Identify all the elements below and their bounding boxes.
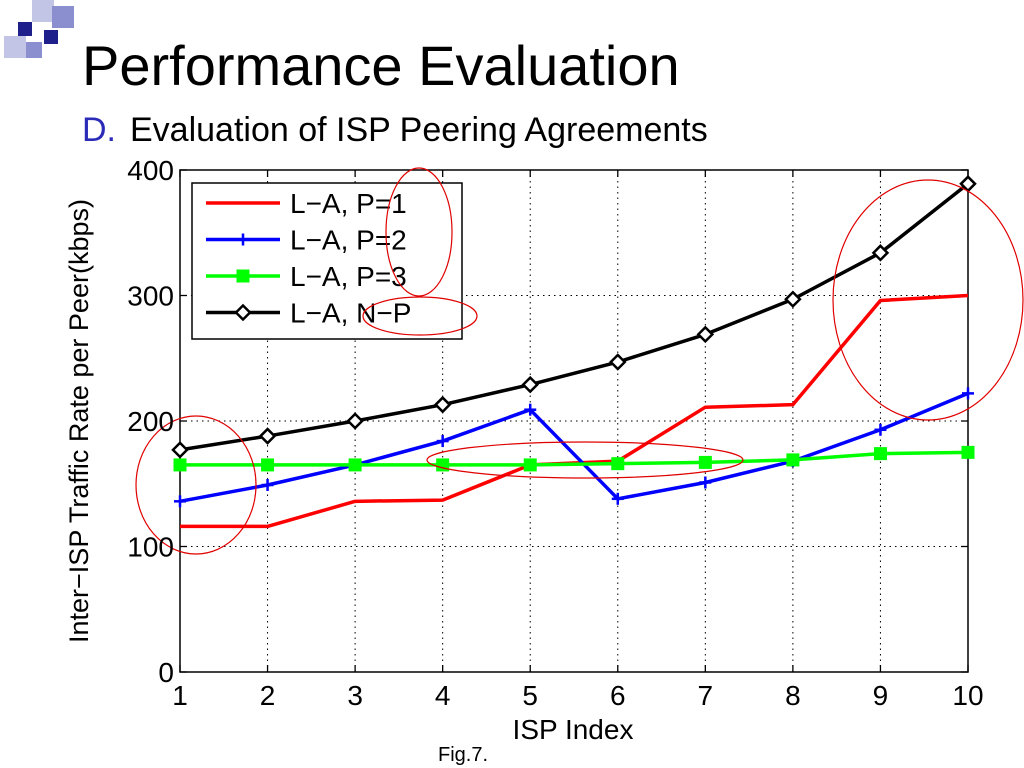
annotation-ellipse-5	[362, 296, 478, 336]
x-tick-label: 4	[435, 680, 451, 711]
data-point-square	[261, 458, 275, 472]
series-2	[174, 387, 974, 508]
series-3	[173, 445, 975, 472]
data-point-square	[348, 458, 362, 472]
data-point-plus	[174, 495, 186, 508]
data-point-square	[961, 445, 975, 459]
corner-square-light-2	[4, 36, 26, 58]
data-point-diamond	[433, 395, 452, 414]
data-point-diamond	[234, 303, 252, 322]
x-tick-label: 10	[952, 680, 983, 711]
series-line	[179, 182, 970, 452]
x-tick-label: 2	[260, 680, 276, 711]
data-point-square	[611, 457, 625, 471]
annotation-ellipse-3	[832, 179, 1024, 421]
data-point-plus	[261, 479, 274, 492]
slide-subtitle: D. Evaluation of ISP Peering Agreements	[82, 113, 708, 147]
y-axis-label: Inter−ISP Traffic Rate per Peer(kbps)	[64, 199, 94, 643]
x-tick-label: 8	[785, 680, 801, 711]
corner-square-dark-1	[18, 22, 32, 36]
y-tick-label: 100	[127, 532, 174, 563]
data-point-plus	[237, 233, 249, 246]
annotation-ellipses	[135, 167, 1024, 555]
x-tick-label: 7	[698, 680, 714, 711]
corner-square-light-1	[32, 0, 54, 22]
corner-square-dark-2	[44, 30, 58, 44]
data-point-plus	[524, 403, 537, 416]
legend-label: L−A, P=2	[290, 225, 407, 256]
tick-marks	[179, 169, 969, 673]
data-point-diamond	[871, 244, 890, 262]
legend-label: L−A, N−P	[290, 298, 411, 329]
legend: L−A, P=1L−A, P=2L−A, P=3L−A, N−P	[191, 182, 463, 340]
data-point-square	[873, 447, 887, 461]
subtitle-marker: D.	[82, 111, 116, 149]
series-4	[171, 175, 977, 459]
annotation-ellipse-2	[426, 441, 744, 479]
x-tick-label: 3	[347, 680, 363, 711]
data-point-square	[173, 458, 187, 472]
x-tick-label: 6	[610, 680, 626, 711]
y-tick-label: 200	[127, 406, 174, 437]
data-point-diamond	[521, 375, 539, 394]
subtitle-text: Evaluation of ISP Peering Agreements	[130, 111, 708, 149]
data-point-diamond	[171, 441, 189, 459]
data-point-plus	[874, 423, 887, 436]
x-axis-label: ISP Index	[513, 714, 634, 745]
data-point-diamond	[784, 290, 802, 309]
data-point-diamond	[609, 353, 627, 371]
x-tick-label: 1	[172, 680, 188, 711]
series-line	[179, 391, 969, 504]
x-tick-label: 9	[873, 680, 889, 711]
data-point-plus	[699, 476, 712, 489]
figure-caption: Fig.7.	[438, 744, 489, 766]
data-point-square	[236, 269, 250, 283]
y-tick-label: 300	[127, 281, 174, 312]
annotation-ellipse-1	[135, 415, 257, 555]
annotation-ellipse-4	[385, 167, 453, 297]
data-point-diamond	[258, 427, 277, 445]
data-point-square	[698, 455, 712, 469]
data-point-plus	[611, 492, 624, 505]
y-tick-label: 400	[127, 155, 174, 186]
data-point-plus	[962, 387, 974, 400]
legend-label: L−A, P=3	[290, 261, 407, 292]
corner-square-mid-1	[52, 6, 74, 28]
data-point-diamond	[346, 412, 364, 430]
series-line	[180, 450, 969, 467]
data-point-square	[436, 458, 450, 472]
data-point-plus	[436, 435, 449, 448]
data-point-square	[523, 458, 537, 472]
corner-square-mid-2	[26, 42, 42, 58]
y-tick-label: 0	[158, 657, 174, 688]
data-point-square	[786, 453, 800, 467]
x-tick-label: 5	[522, 680, 538, 711]
series-layer	[171, 175, 977, 529]
slide-title: Performance Evaluation	[82, 34, 680, 97]
data-point-diamond	[696, 325, 715, 344]
